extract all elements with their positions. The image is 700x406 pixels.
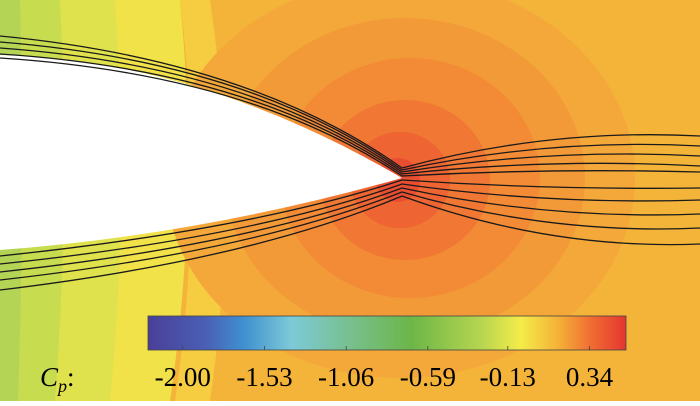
colorbar-tick-label: -0.59 <box>400 362 456 392</box>
colorbar-tick-label: -0.13 <box>480 362 536 392</box>
colorbar-subscript: p <box>56 376 67 396</box>
colorbar-symbol: C <box>40 362 59 392</box>
colorbar-tick-label: -1.53 <box>236 362 292 392</box>
colorbar-tick-label: 0.34 <box>566 362 614 392</box>
colorbar-label: Cp: <box>40 362 75 396</box>
streamlines <box>0 35 700 291</box>
colorbar-tick-label: -1.06 <box>318 362 374 392</box>
colorbar-tick-label: -2.00 <box>155 362 211 392</box>
colorbar-suffix: : <box>67 362 75 392</box>
colorbar <box>147 315 627 351</box>
